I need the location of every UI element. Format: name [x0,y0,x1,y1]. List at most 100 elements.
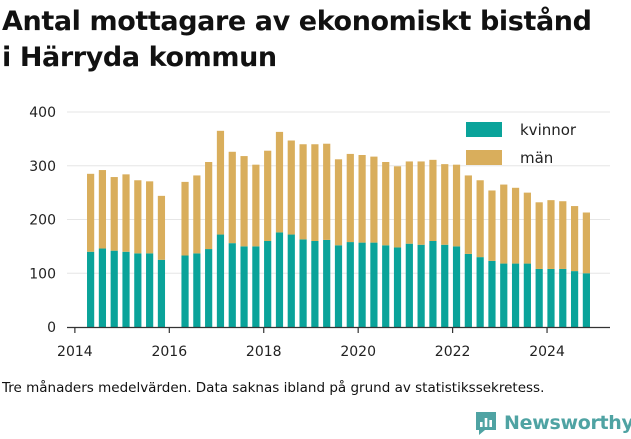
bar-man [547,200,555,269]
bar-man [275,131,284,233]
bar-man [193,175,201,254]
bar-kvinnor [146,253,154,327]
bar-kvinnor [464,253,472,327]
chart-title-line-2: i Härryda kommun [2,42,277,73]
bar-kvinnor [110,250,118,327]
brand-name: Newsworthy [504,412,631,434]
bar-kvinnor [582,273,590,327]
bar-kvinnor [523,263,531,327]
bar-man [87,173,95,252]
bar-man [559,201,567,269]
x-tick-label: 2018 [246,344,282,360]
x-tick-label: 2024 [529,344,565,360]
bar-kvinnor [275,232,284,327]
bar-kvinnor [98,248,107,327]
bar-man [205,161,213,250]
legend-label-kvinnor: kvinnor [520,121,577,139]
bar-kvinnor [476,257,484,328]
x-tick-label: 2022 [435,344,471,360]
bar-kvinnor [452,246,461,328]
bar-man [287,140,295,235]
legend-swatch-man [466,150,502,165]
chart-caption: Tre månaders medelvärden. Data saknas ib… [2,380,545,396]
bar-man [358,155,366,243]
bar-kvinnor [205,249,213,327]
bar-man [523,192,531,264]
bar-kvinnor [299,239,307,327]
bar-man [134,180,142,254]
bar-kvinnor [134,253,142,327]
y-tick-label: 400 [29,105,56,121]
bar-man [511,187,520,264]
bar-man [582,212,590,274]
bar-man [110,177,118,251]
bar-kvinnor [228,243,236,327]
bar-man [405,161,413,244]
y-tick-label: 200 [29,213,56,229]
bar-man [370,156,378,243]
bar-man [323,143,331,240]
bar-man [157,195,166,260]
bar-man [228,151,236,244]
bar-man [535,202,543,269]
bar-kvinnor [122,251,130,327]
bar-man [476,180,484,258]
bar-kvinnor [500,263,508,327]
bar-kvinnor [216,234,225,327]
bar-man [417,161,425,245]
bar-man [500,184,508,264]
bar-kvinnor [311,241,319,327]
bar-man [393,166,402,248]
bar-kvinnor [252,246,260,328]
bar-man [464,175,472,254]
bar-man [441,164,449,245]
bar-kvinnor [87,251,95,327]
bar-man [452,164,461,247]
bar-man [299,144,307,240]
bar-kvinnor [193,253,201,327]
bar-man [122,174,130,252]
bar-kvinnor [511,263,520,327]
legend-label-man: män [520,149,553,167]
y-tick-label: 100 [29,266,56,282]
x-tick-label: 2020 [340,344,376,360]
bar-man [334,159,343,246]
bar-man [181,181,189,256]
bar-man [382,161,390,246]
bar-kvinnor [417,244,425,327]
newsworthy-brand: Newsworthy [474,408,631,438]
bar-kvinnor [393,247,402,327]
bar-kvinnor [570,271,579,327]
bar-kvinnor [157,259,166,327]
newsworthy-logo-icon [476,412,496,435]
bar-man [216,130,225,235]
chart-title: Antal mottagare av ekonomiskt bistånd i … [2,4,630,76]
bar-kvinnor [264,241,272,327]
legend-swatch-kvinnor [466,122,502,137]
bar-kvinnor [240,246,248,328]
bar-man [570,206,579,272]
bar-kvinnor [382,245,390,327]
bar-kvinnor [488,260,496,327]
bar-kvinnor [429,241,437,327]
bar-kvinnor [358,242,366,327]
bar-kvinnor [287,234,295,327]
bar-kvinnor [405,243,413,327]
y-tick-label: 0 [47,320,56,336]
bar-man [346,153,354,243]
bar-kvinnor [559,268,567,327]
bar-man [98,170,107,249]
bar-kvinnor [547,268,555,327]
x-tick-label: 2014 [57,344,93,360]
x-tick-label: 2016 [151,344,187,360]
bar-kvinnor [181,255,189,327]
bar-man [429,159,437,241]
y-tick-label: 300 [29,159,56,175]
bar-man [264,150,272,241]
bar-kvinnor [323,239,331,327]
bar-man [488,190,496,261]
bar-man [252,164,260,247]
chart-title-line-1: Antal mottagare av ekonomiskt bistånd [2,6,592,37]
bar-kvinnor [346,242,354,327]
bar-kvinnor [535,268,543,327]
